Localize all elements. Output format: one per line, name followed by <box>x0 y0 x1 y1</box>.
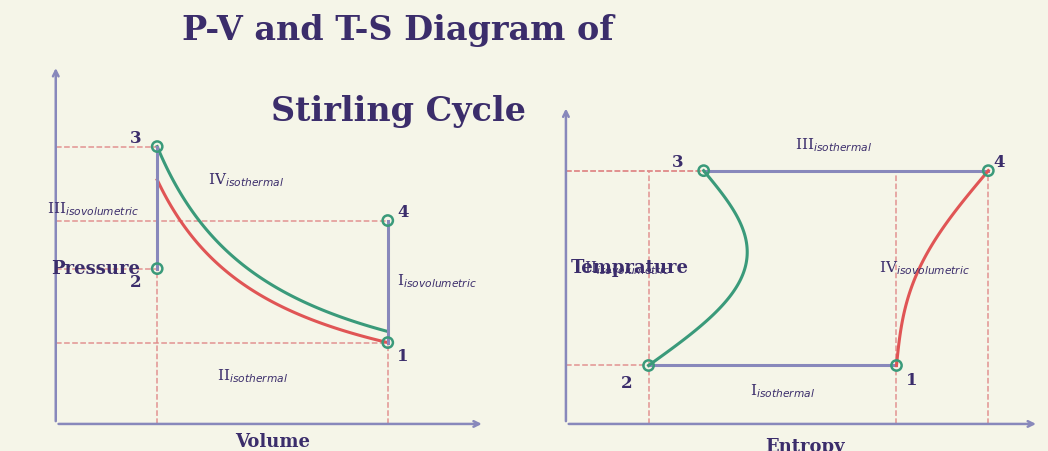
Text: 1: 1 <box>905 372 917 389</box>
Text: Stirling Cycle: Stirling Cycle <box>270 95 526 128</box>
Text: II$_{isovolumetric}$: II$_{isovolumetric}$ <box>585 259 671 277</box>
Text: 2: 2 <box>130 274 141 291</box>
Text: Temprature: Temprature <box>570 259 689 277</box>
Point <box>149 143 166 150</box>
Text: P-V and T-S Diagram of: P-V and T-S Diagram of <box>182 14 614 46</box>
Text: III$_{isothermal}$: III$_{isothermal}$ <box>795 136 873 153</box>
Text: 4: 4 <box>992 154 1004 171</box>
Point <box>888 362 904 369</box>
Point <box>640 362 657 369</box>
Text: Volume: Volume <box>235 433 310 451</box>
Text: II$_{isothermal}$: II$_{isothermal}$ <box>217 367 288 385</box>
Point <box>695 167 712 174</box>
Point <box>980 167 997 174</box>
Point <box>379 339 396 346</box>
Text: 1: 1 <box>397 348 409 365</box>
Text: IV$_{isothermal}$: IV$_{isothermal}$ <box>208 171 284 189</box>
Text: I$_{isovolumetric}$: I$_{isovolumetric}$ <box>397 273 477 290</box>
Text: I$_{isothermal}$: I$_{isothermal}$ <box>749 382 814 400</box>
Text: 3: 3 <box>130 130 141 147</box>
Text: 4: 4 <box>397 204 409 221</box>
Point <box>379 217 396 224</box>
Text: Entropy: Entropy <box>765 437 845 451</box>
Text: Pressure: Pressure <box>51 260 140 278</box>
Text: 3: 3 <box>672 154 683 171</box>
Text: III$_{isovolumetric}$: III$_{isovolumetric}$ <box>46 201 138 218</box>
Point <box>149 265 166 272</box>
Text: 2: 2 <box>621 375 633 392</box>
Text: IV$_{isovolumetric}$: IV$_{isovolumetric}$ <box>879 259 970 277</box>
